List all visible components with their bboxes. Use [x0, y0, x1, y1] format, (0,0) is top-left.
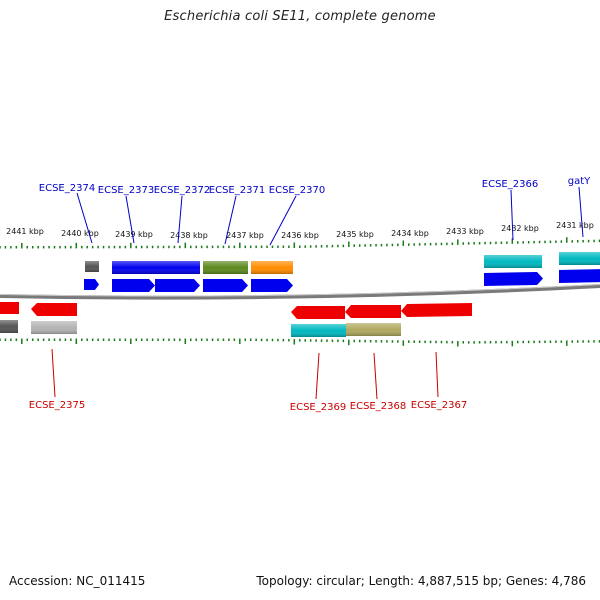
gene-arrow-partial-left[interactable] — [0, 302, 19, 314]
gene-label-ecse-2367[interactable]: ECSE_2367 — [411, 400, 467, 411]
accession-text: Accession: NC_011415 — [9, 574, 146, 588]
gene-label-ecse-2374[interactable]: ECSE_2374 — [39, 183, 95, 194]
gene-arrow-ecse-2367[interactable] — [401, 303, 472, 317]
gene-arrow-ecse-2370[interactable] — [251, 279, 293, 292]
reverse-features — [0, 302, 472, 337]
gene-label-ecse-2373[interactable]: ECSE_2373 — [98, 185, 154, 196]
gene-label-ecse-2372[interactable]: ECSE_2372 — [154, 185, 210, 196]
kbp-label: 2434 kbp — [391, 229, 429, 238]
gene-arrow-ecse-2371[interactable] — [203, 279, 248, 292]
ticks-reverse — [0, 338, 600, 347]
gene-arrow-ecse-2372[interactable] — [155, 279, 200, 292]
kbp-label: 2437 kbp — [226, 231, 264, 240]
gene-arrow-ecse-2369[interactable] — [291, 306, 345, 319]
gene-arrow-ecse-2375[interactable] — [31, 303, 77, 316]
gene-arrow-ecse-2366[interactable] — [484, 272, 543, 286]
kbp-label: 2439 kbp — [115, 230, 153, 239]
gene-label-ecse-2370[interactable]: ECSE_2370 — [269, 185, 325, 196]
map-title: Escherichia coli SE11, complete genome — [164, 9, 436, 24]
gene-arrow-ecse-2374[interactable] — [84, 279, 99, 290]
kbp-label: 2431 kbp — [556, 221, 594, 230]
gene-label-ecse-2369[interactable]: ECSE_2369 — [290, 402, 346, 413]
kbp-label: 2440 kbp — [61, 229, 99, 238]
kbp-label: 2433 kbp — [446, 227, 484, 236]
gene-label-ecse-2368[interactable]: ECSE_2368 — [350, 401, 406, 412]
gene-label-ecse-2375[interactable]: ECSE_2375 — [29, 400, 85, 411]
kbp-label: 2435 kbp — [336, 230, 374, 239]
gene-label-ecse-2371[interactable]: ECSE_2371 — [209, 185, 265, 196]
gene-arrow-ecse-2373[interactable] — [112, 279, 155, 292]
gene-label-ecse-2366[interactable]: ECSE_2366 — [482, 179, 538, 190]
gene-labels: ECSE_2374 ECSE_2373 ECSE_2372 ECSE_2371 … — [29, 176, 591, 413]
label-leaders — [51, 186, 584, 400]
genome-backbone — [0, 284, 600, 300]
kbp-label: 2432 kbp — [501, 224, 539, 233]
kbp-label: 2436 kbp — [281, 231, 319, 240]
topology-text: Topology: circular; Length: 4,887,515 bp… — [256, 574, 586, 588]
gene-arrow-ecse-2368[interactable] — [345, 305, 401, 318]
kbp-label: 2441 kbp — [6, 227, 44, 236]
gene-label-gaty[interactable]: gatY — [568, 176, 591, 187]
kbp-labels: 2441 kbp 2440 kbp 2439 kbp 2438 kbp 2437 kbp… — [6, 221, 594, 240]
gene-arrow-gaty[interactable] — [559, 269, 600, 283]
forward-features — [84, 252, 600, 292]
ticks-forward — [0, 237, 600, 249]
kbp-label: 2438 kbp — [170, 231, 208, 240]
